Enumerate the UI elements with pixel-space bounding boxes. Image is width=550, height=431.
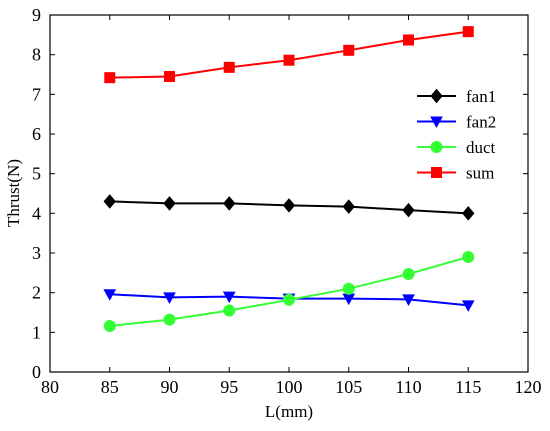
data-point-fan1 — [402, 202, 415, 218]
legend-label: fan1 — [466, 87, 496, 106]
data-point-fan1 — [282, 198, 296, 213]
x-tick-label: 80 — [41, 377, 59, 397]
legend-label: duct — [466, 138, 496, 157]
data-point-fan1 — [462, 206, 475, 221]
legend-item-fan2: fan2 — [417, 113, 496, 132]
data-point-fan2 — [461, 300, 475, 312]
y-tick-label: 9 — [32, 5, 41, 25]
legend-item-fan1: fan1 — [417, 87, 496, 106]
x-tick-label: 110 — [395, 377, 421, 397]
series-line-sum — [109, 30, 469, 79]
x-tick-label: 95 — [220, 377, 238, 397]
x-tick-label: 115 — [455, 377, 481, 397]
data-point-fan2 — [402, 294, 415, 306]
data-point-sum — [403, 34, 414, 46]
axis-tick-labels: 80 85 90 95 100 105 110 115 120 0 1 2 3 4 5 6 7 8 9 — [32, 5, 542, 397]
legend-marker — [430, 141, 443, 153]
data-point-duct — [223, 304, 236, 317]
legend-marker — [430, 88, 443, 104]
data-point-fan1 — [223, 196, 236, 211]
data-point-duct — [342, 282, 355, 295]
series-duct — [103, 250, 475, 332]
data-point-sum — [462, 26, 474, 38]
y-axis-title: Thrust(N) — [4, 159, 23, 227]
plot-area-frame — [49, 14, 529, 373]
axis-ticks — [49, 14, 529, 373]
series-sum — [104, 26, 474, 84]
data-point-sum — [164, 70, 175, 82]
y-tick-label: 5 — [32, 164, 41, 184]
data-point-sum — [104, 72, 116, 84]
data-point-fan1 — [103, 194, 116, 209]
x-axis-title: L(mm) — [265, 402, 313, 421]
x-tick-label: 120 — [515, 377, 542, 397]
y-tick-label: 2 — [32, 283, 41, 303]
y-tick-label: 1 — [32, 322, 41, 342]
data-point-fan2 — [163, 292, 176, 304]
data-point-fan2 — [103, 289, 117, 301]
series-fan1 — [103, 194, 475, 221]
data-point-duct — [103, 319, 116, 332]
data-point-fan1 — [163, 196, 176, 211]
legend-item-sum: sum — [417, 164, 494, 183]
x-tick-label: 100 — [276, 377, 303, 397]
data-point-duct — [462, 250, 475, 263]
data-point-sum — [223, 61, 235, 73]
legend-item-duct: duct — [417, 138, 496, 157]
y-tick-label: 0 — [32, 362, 41, 382]
data-point-sum — [343, 44, 355, 56]
series-layer — [103, 26, 475, 332]
series-line-duct — [109, 256, 469, 327]
data-point-duct — [402, 268, 415, 281]
y-tick-label: 7 — [32, 84, 41, 104]
data-point-sum — [283, 54, 295, 66]
data-point-duct — [283, 293, 295, 306]
x-tick-label: 90 — [161, 377, 179, 397]
x-tick-label: 105 — [335, 377, 362, 397]
y-tick-label: 8 — [32, 45, 41, 65]
y-tick-label: 6 — [32, 124, 41, 144]
legend-marker — [431, 167, 442, 178]
data-point-fan1 — [342, 199, 355, 214]
legend: fan1 fan2 duct sum — [417, 87, 496, 183]
y-tick-label: 4 — [32, 203, 41, 223]
x-tick-label: 85 — [101, 377, 119, 397]
legend-label: sum — [466, 164, 494, 183]
legend-label: fan2 — [466, 113, 496, 132]
y-tick-label: 3 — [32, 243, 41, 263]
legend-marker — [430, 116, 443, 129]
data-point-fan2 — [222, 291, 236, 304]
data-point-duct — [163, 313, 176, 326]
